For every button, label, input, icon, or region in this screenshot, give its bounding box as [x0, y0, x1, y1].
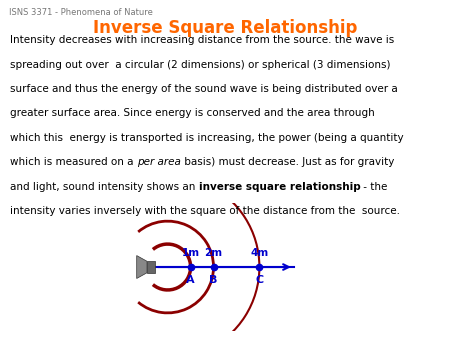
- Text: - the: - the: [360, 182, 387, 192]
- Text: intensity varies inversely with the square of the distance from the  source.: intensity varies inversely with the squa…: [10, 206, 400, 216]
- Text: 4m: 4m: [250, 248, 269, 258]
- Text: 2m: 2m: [204, 248, 223, 258]
- Text: basis) must decrease. Just as for gravity: basis) must decrease. Just as for gravit…: [180, 157, 394, 167]
- Text: ISNS 3371 - Phenomena of Nature: ISNS 3371 - Phenomena of Nature: [9, 8, 153, 18]
- Text: and light, sound intensity shows an: and light, sound intensity shows an: [10, 182, 198, 192]
- Polygon shape: [137, 256, 147, 279]
- Text: A: A: [186, 275, 195, 285]
- Text: spreading out over  a circular (2 dimensions) or spherical (3 dimensions): spreading out over a circular (2 dimensi…: [10, 60, 391, 70]
- Polygon shape: [147, 261, 155, 273]
- Text: inverse square relationship: inverse square relationship: [198, 182, 360, 192]
- Text: Inverse Square Relationship: Inverse Square Relationship: [93, 19, 357, 37]
- Text: which is measured on a: which is measured on a: [10, 157, 137, 167]
- Text: per area: per area: [137, 157, 180, 167]
- Text: B: B: [209, 275, 218, 285]
- Text: Intensity decreases with increasing distance from the source. the wave is: Intensity decreases with increasing dist…: [10, 35, 394, 46]
- Text: greater surface area. Since energy is conserved and the area through: greater surface area. Since energy is co…: [10, 108, 375, 119]
- Text: which this  energy is transported is increasing, the power (being a quantity: which this energy is transported is incr…: [10, 133, 404, 143]
- Text: C: C: [255, 275, 263, 285]
- Text: surface and thus the energy of the sound wave is being distributed over a: surface and thus the energy of the sound…: [10, 84, 398, 94]
- Text: 1m: 1m: [181, 248, 200, 258]
